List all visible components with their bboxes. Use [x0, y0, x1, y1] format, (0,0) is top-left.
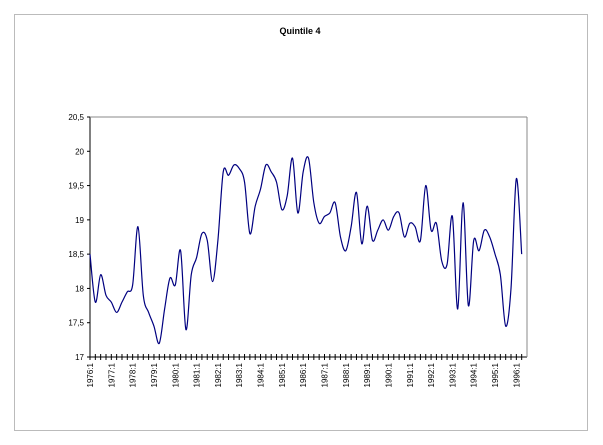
y-tick-label: 18,5 [68, 250, 84, 259]
y-tick-label: 17 [75, 353, 84, 362]
chart-title: Quintile 4 [279, 26, 320, 36]
x-tick-label: 1996:1 [512, 362, 521, 387]
x-tick-label: 1992:1 [427, 362, 436, 387]
x-tick-label: 1989:1 [363, 362, 372, 387]
y-tick-label: 19 [75, 216, 84, 225]
y-tick-label: 20 [75, 147, 84, 156]
x-tick-label: 1980:1 [171, 362, 180, 387]
x-tick-label: 1991:1 [406, 362, 415, 387]
x-tick-label: 1990:1 [384, 362, 393, 387]
x-tick-label: 1976:1 [86, 362, 95, 387]
x-tick-label: 1986:1 [299, 362, 308, 387]
x-tick-label: 1988:1 [342, 362, 351, 387]
x-tick-label: 1981:1 [193, 362, 202, 387]
x-tick-label: 1977:1 [107, 362, 116, 387]
x-tick-label: 1987:1 [320, 362, 329, 387]
chart-frame [14, 14, 588, 431]
x-tick-label: 1995:1 [491, 362, 500, 387]
x-tick-label: 1978:1 [129, 362, 138, 387]
y-tick-label: 19,5 [68, 182, 84, 191]
x-tick-label: 1979:1 [150, 362, 159, 387]
x-tick-label: 1982:1 [214, 362, 223, 387]
y-tick-label: 17,5 [68, 319, 84, 328]
y-tick-label: 20,5 [68, 113, 84, 122]
x-tick-label: 1993:1 [448, 362, 457, 387]
data-line [89, 156, 523, 345]
x-tick-label: 1994:1 [470, 362, 479, 387]
x-tick-label: 1984:1 [257, 362, 266, 387]
y-tick-label: 18 [75, 284, 84, 293]
x-tick-label: 1983:1 [235, 362, 244, 387]
x-tick-label: 1985:1 [278, 362, 287, 387]
